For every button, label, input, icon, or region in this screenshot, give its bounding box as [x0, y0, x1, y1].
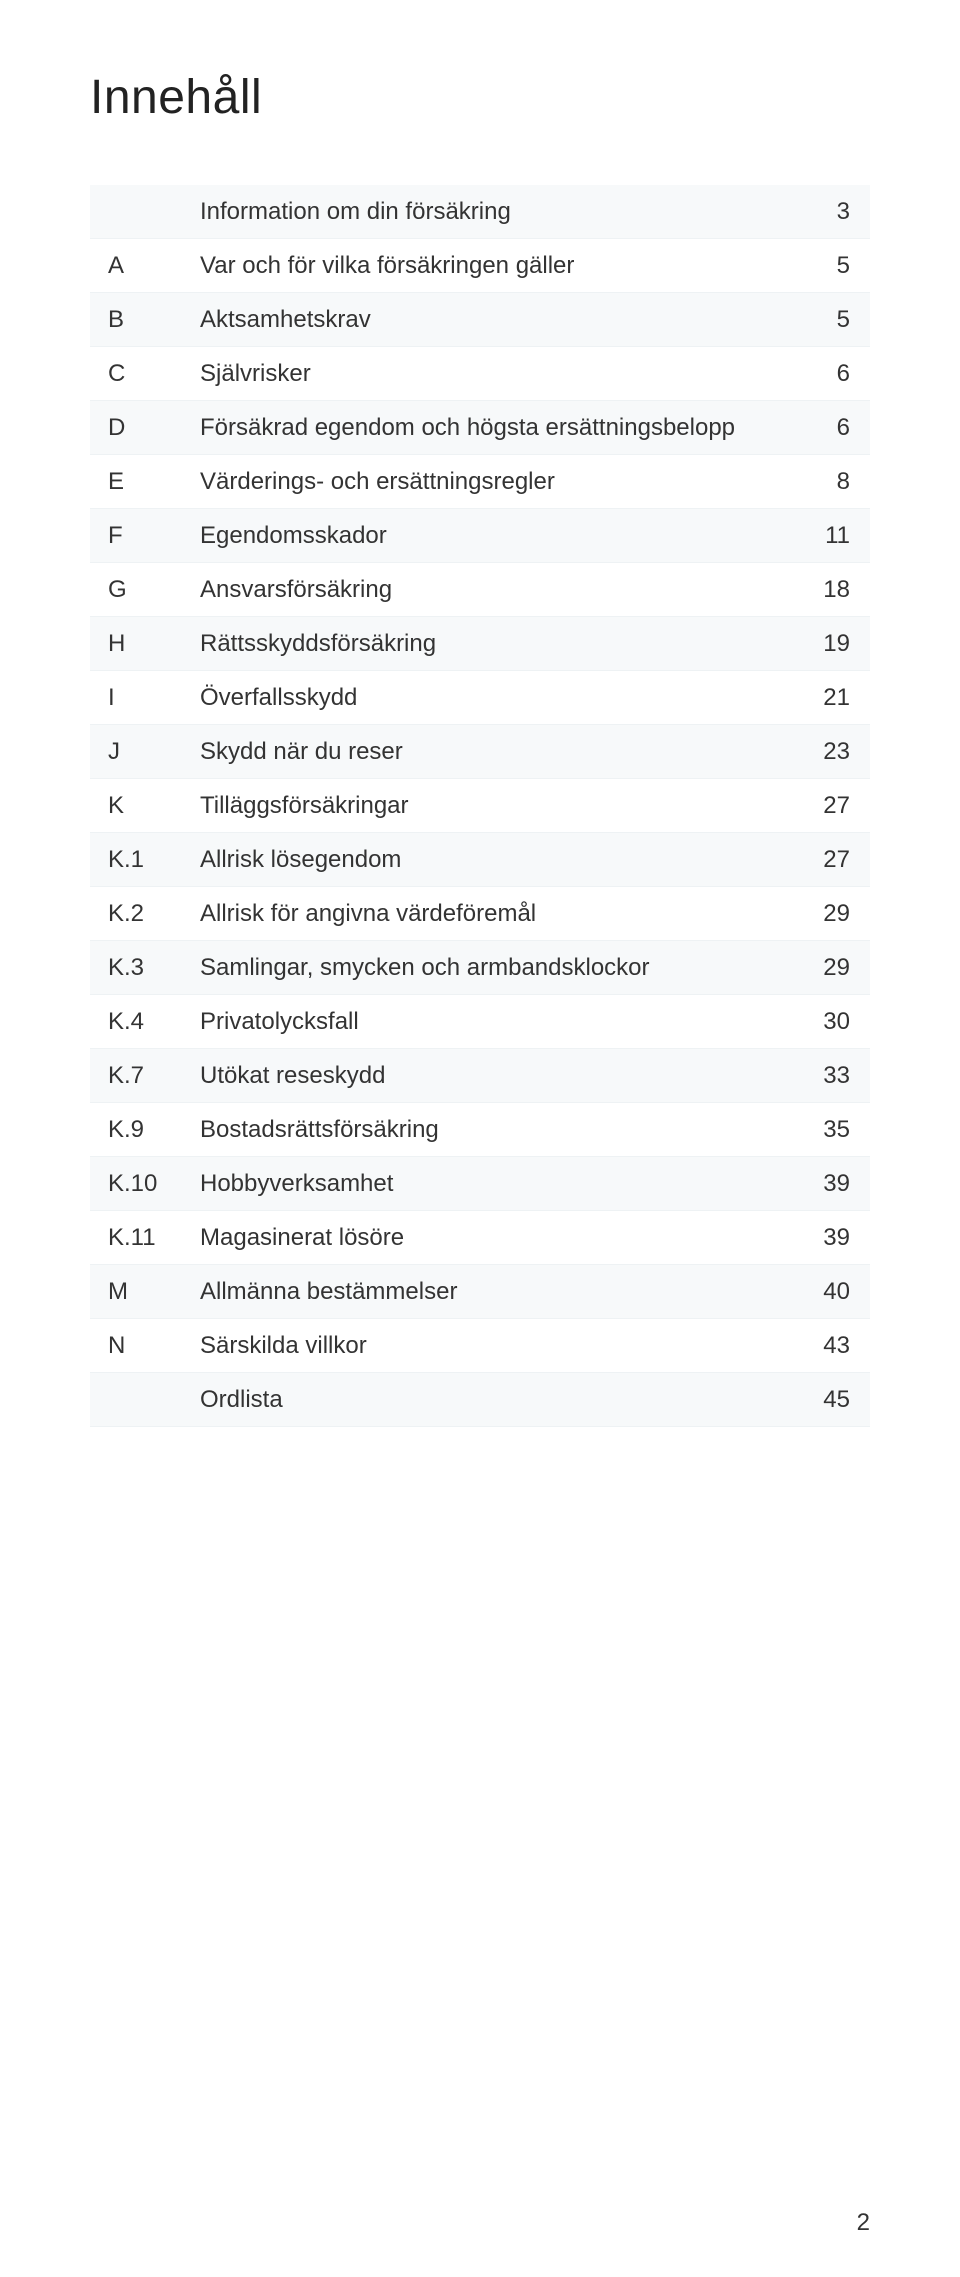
page-title: Innehåll	[90, 70, 870, 125]
toc-row[interactable]: K.1Allrisk lösegendom27	[90, 833, 870, 887]
toc-row-label: Allrisk för angivna värdeföremål	[200, 900, 800, 928]
toc-row-label: Försäkrad egendom och högsta ersättnings…	[200, 414, 800, 442]
toc-row-code: K.7	[90, 1062, 200, 1090]
toc-row-label: Ordlista	[200, 1386, 800, 1414]
toc-row-page: 6	[800, 360, 870, 388]
toc-row-page: 27	[800, 846, 870, 874]
toc-row[interactable]: Information om din försäkring3	[90, 185, 870, 239]
toc-row-label: Utökat reseskydd	[200, 1062, 800, 1090]
toc-row[interactable]: IÖverfallsskydd21	[90, 671, 870, 725]
toc-row-label: Magasinerat lösöre	[200, 1224, 800, 1252]
toc-row-page: 5	[800, 306, 870, 334]
toc-row[interactable]: DFörsäkrad egendom och högsta ersättning…	[90, 401, 870, 455]
toc-row-page: 29	[800, 900, 870, 928]
toc-row-page: 6	[800, 414, 870, 442]
toc-row-page: 39	[800, 1170, 870, 1198]
toc-row-label: Allmänna bestämmelser	[200, 1278, 800, 1306]
toc-row-code: C	[90, 360, 200, 388]
toc-row-label: Allrisk lösegendom	[200, 846, 800, 874]
toc-row-page: 30	[800, 1008, 870, 1036]
toc-row-page: 18	[800, 576, 870, 604]
toc-row-page: 35	[800, 1116, 870, 1144]
toc-row-page: 5	[800, 252, 870, 280]
toc-row-code: K.1	[90, 846, 200, 874]
toc-row[interactable]: EVärderings- och ersättningsregler8	[90, 455, 870, 509]
document-page: Innehåll Information om din försäkring3A…	[0, 0, 960, 2277]
toc-row[interactable]: K.9Bostadsrättsförsäkring35	[90, 1103, 870, 1157]
toc-row-code: K.11	[90, 1224, 200, 1252]
toc-row-code: K.9	[90, 1116, 200, 1144]
toc-row[interactable]: MAllmänna bestämmelser40	[90, 1265, 870, 1319]
toc-row[interactable]: Ordlista45	[90, 1373, 870, 1427]
toc-row-code: K.2	[90, 900, 200, 928]
toc-row-label: Egendomsskador	[200, 522, 800, 550]
toc-row[interactable]: AVar och för vilka försäkringen gäller5	[90, 239, 870, 293]
toc-row[interactable]: BAktsamhetskrav5	[90, 293, 870, 347]
toc-row[interactable]: GAnsvarsförsäkring18	[90, 563, 870, 617]
toc-row-code: K.4	[90, 1008, 200, 1036]
toc-row-page: 43	[800, 1332, 870, 1360]
footer-page-number: 2	[857, 2209, 870, 2237]
toc-row-page: 40	[800, 1278, 870, 1306]
toc-row-code: F	[90, 522, 200, 550]
toc-row[interactable]: CSjälvrisker6	[90, 347, 870, 401]
toc-row-label: Hobbyverksamhet	[200, 1170, 800, 1198]
toc-row-label: Privatolycksfall	[200, 1008, 800, 1036]
toc-row-page: 19	[800, 630, 870, 658]
toc-row-page: 27	[800, 792, 870, 820]
table-of-contents: Information om din försäkring3AVar och f…	[90, 185, 870, 1427]
toc-row-label: Skydd när du reser	[200, 738, 800, 766]
toc-row[interactable]: HRättsskyddsförsäkring19	[90, 617, 870, 671]
toc-row-label: Självrisker	[200, 360, 800, 388]
toc-row-page: 3	[800, 198, 870, 226]
toc-row-label: Information om din försäkring	[200, 198, 800, 226]
toc-row-page: 45	[800, 1386, 870, 1414]
toc-row-code: B	[90, 306, 200, 334]
toc-row-code: K.3	[90, 954, 200, 982]
toc-row-code: J	[90, 738, 200, 766]
toc-row[interactable]: JSkydd när du reser23	[90, 725, 870, 779]
toc-row-page: 11	[800, 522, 870, 550]
toc-row[interactable]: K.4Privatolycksfall30	[90, 995, 870, 1049]
toc-row[interactable]: K.10Hobbyverksamhet39	[90, 1157, 870, 1211]
toc-row-label: Samlingar, smycken och armbandsklockor	[200, 954, 800, 982]
toc-row-code: A	[90, 252, 200, 280]
toc-row-page: 39	[800, 1224, 870, 1252]
toc-row-code: K.10	[90, 1170, 200, 1198]
toc-row-page: 29	[800, 954, 870, 982]
toc-row-label: Värderings- och ersättningsregler	[200, 468, 800, 496]
toc-row[interactable]: K.7Utökat reseskydd33	[90, 1049, 870, 1103]
toc-row-code: M	[90, 1278, 200, 1306]
toc-row-label: Överfallsskydd	[200, 684, 800, 712]
toc-row-code: G	[90, 576, 200, 604]
toc-row-label: Tilläggsförsäkringar	[200, 792, 800, 820]
toc-row-code: N	[90, 1332, 200, 1360]
toc-row[interactable]: FEgendomsskador11	[90, 509, 870, 563]
toc-row-code: H	[90, 630, 200, 658]
toc-row-code: I	[90, 684, 200, 712]
toc-row-label: Rättsskyddsförsäkring	[200, 630, 800, 658]
toc-row-code: K	[90, 792, 200, 820]
toc-row-page: 33	[800, 1062, 870, 1090]
toc-row-code: D	[90, 414, 200, 442]
toc-row[interactable]: K.2Allrisk för angivna värdeföremål29	[90, 887, 870, 941]
toc-row[interactable]: KTilläggsförsäkringar27	[90, 779, 870, 833]
toc-row-label: Aktsamhetskrav	[200, 306, 800, 334]
toc-row[interactable]: K.11Magasinerat lösöre39	[90, 1211, 870, 1265]
toc-row-label: Var och för vilka försäkringen gäller	[200, 252, 800, 280]
toc-row-label: Särskilda villkor	[200, 1332, 800, 1360]
toc-row-label: Ansvarsförsäkring	[200, 576, 800, 604]
toc-row-code: E	[90, 468, 200, 496]
toc-row-page: 21	[800, 684, 870, 712]
toc-row[interactable]: K.3Samlingar, smycken och armbandsklocko…	[90, 941, 870, 995]
toc-row-page: 8	[800, 468, 870, 496]
toc-row[interactable]: NSärskilda villkor43	[90, 1319, 870, 1373]
toc-row-label: Bostadsrättsförsäkring	[200, 1116, 800, 1144]
toc-row-page: 23	[800, 738, 870, 766]
